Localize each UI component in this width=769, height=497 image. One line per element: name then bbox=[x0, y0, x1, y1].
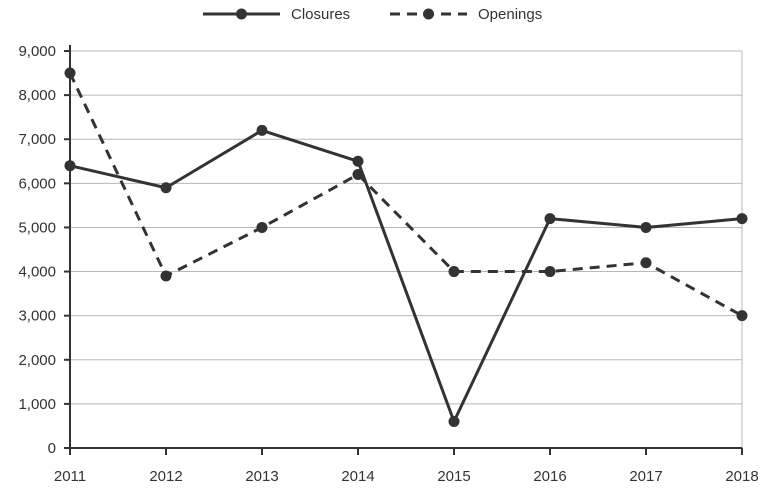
y-tick-label: 6,000 bbox=[18, 175, 56, 192]
data-point-closures bbox=[352, 155, 364, 167]
data-point-openings bbox=[448, 266, 460, 278]
series-line-closures bbox=[69, 128, 743, 424]
series-lines bbox=[64, 67, 748, 428]
y-tick-label: 5,000 bbox=[18, 219, 56, 236]
x-tick-label: 2012 bbox=[149, 468, 182, 485]
x-tick-label: 2014 bbox=[341, 468, 374, 485]
data-point-openings bbox=[256, 221, 268, 233]
legend-marker-openings bbox=[423, 8, 434, 20]
data-point-closures bbox=[544, 213, 556, 225]
y-tick-label: 4,000 bbox=[18, 264, 56, 281]
data-point-closures bbox=[256, 124, 268, 136]
data-point-openings bbox=[160, 270, 172, 282]
y-tick-label: 1,000 bbox=[18, 396, 56, 413]
data-point-closures bbox=[448, 416, 460, 428]
series-line-openings bbox=[68, 72, 743, 317]
x-tick-label: 2018 bbox=[725, 468, 758, 485]
x-tick-label: 2017 bbox=[629, 468, 662, 485]
legend: Closures Openings bbox=[203, 6, 542, 23]
y-tick-label: 9,000 bbox=[18, 43, 56, 60]
data-point-closures bbox=[64, 160, 76, 172]
x-tick-label: 2013 bbox=[245, 468, 278, 485]
y-tick-label: 7,000 bbox=[18, 131, 56, 148]
y-tick-label: 8,000 bbox=[18, 87, 56, 104]
x-tick-label: 2016 bbox=[533, 468, 566, 485]
y-tick-label: 0 bbox=[48, 440, 56, 457]
data-point-openings bbox=[736, 310, 748, 322]
legend-marker-closures bbox=[236, 8, 247, 20]
x-tick-label: 2011 bbox=[54, 468, 86, 485]
data-point-closures bbox=[640, 221, 652, 233]
legend-label-closures: Closures bbox=[291, 6, 350, 23]
axes: 0 1,000 2,000 3,000 4,000 5,000 6,000 7,000 8,00… bbox=[18, 43, 758, 485]
y-tick-label: 2,000 bbox=[18, 352, 56, 369]
data-point-openings bbox=[352, 169, 364, 181]
data-point-openings bbox=[640, 257, 652, 269]
x-tick-label: 2015 bbox=[437, 468, 470, 485]
data-point-openings bbox=[544, 266, 556, 278]
data-point-closures bbox=[736, 213, 748, 225]
data-point-openings bbox=[64, 67, 76, 79]
legend-label-openings: Openings bbox=[478, 6, 542, 23]
gridlines bbox=[70, 50, 743, 448]
y-tick-label: 3,000 bbox=[18, 308, 56, 325]
data-point-closures bbox=[160, 182, 172, 194]
